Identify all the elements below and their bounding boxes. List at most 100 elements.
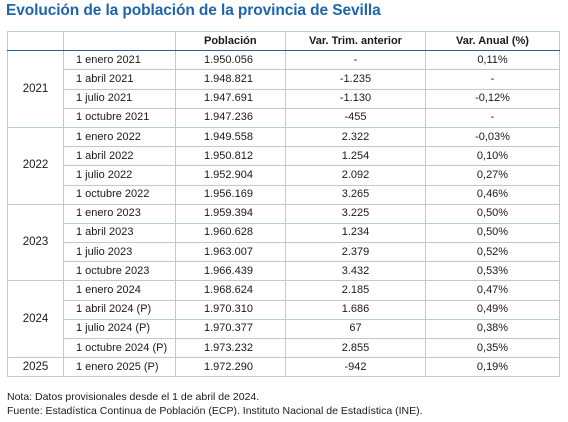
var-trim-cell: 2.855 — [285, 337, 426, 359]
var-trim-cell: 1.234 — [285, 222, 426, 244]
date-cell: 1 julio 2024 (P) — [63, 318, 176, 340]
population-cell: 1.966.439 — [175, 261, 286, 282]
date-cell: 1 octubre 2021 — [63, 107, 176, 128]
date-cell: 1 enero 2021 — [63, 50, 176, 71]
population-table: Población Var. Trim. anterior Var. Anual… — [7, 30, 560, 378]
var-anual-cell: 0,19% — [425, 357, 560, 378]
population-cell: 1.950.056 — [175, 50, 286, 71]
population-cell: 1.959.394 — [175, 203, 286, 224]
var-anual-cell: 0,50% — [425, 203, 560, 224]
date-cell: 1 enero 2024 — [63, 280, 176, 301]
table-row: 2022 1 enero 2022 1.949.558 2.322 -0,03% — [7, 126, 560, 205]
var-anual-cell: 0,47% — [425, 280, 560, 301]
population-cell: 1.956.169 — [175, 184, 286, 205]
var-trim-cell: - — [285, 50, 426, 71]
notes: Nota: Datos provisionales desde el 1 de … — [7, 390, 423, 418]
header-row: Población Var. Trim. anterior Var. Anual… — [7, 30, 560, 52]
population-cell: 1.949.558 — [175, 126, 286, 148]
var-trim-cell: 3.265 — [285, 184, 426, 205]
header-var-trim: Var. Trim. anterior — [285, 30, 426, 52]
year-cell: 2025 — [7, 357, 64, 378]
population-cell: 1.970.377 — [175, 318, 286, 340]
var-trim-cell: -942 — [285, 357, 426, 378]
var-trim-cell: -1.235 — [285, 69, 426, 90]
var-anual-cell: 0,10% — [425, 146, 560, 167]
table-row: 1 abril 2021 1.948.821 -1.235- — [8, 69, 560, 90]
var-anual-cell: 0,52% — [425, 242, 560, 263]
var-anual-cell: 0,50% — [425, 222, 560, 244]
var-anual-cell: 0,49% — [425, 299, 560, 320]
table-row: 1 julio 2023 1.963.007 2.379 0,52% — [8, 242, 560, 263]
table-row: 1 octubre 2024 (P) 1.973.232 2.855 0,35% — [8, 337, 560, 359]
table-body: 2021 1 enero 2021 1.950.056-0,11% 1 abril 2… — [7, 50, 560, 378]
population-cell: 1.968.624 — [175, 280, 286, 301]
var-anual-cell: 0,38% — [425, 318, 560, 340]
year-cell: 2022 — [7, 126, 64, 205]
var-anual-cell: 0,27% — [425, 165, 560, 186]
table-row: 2023 1 enero 2023 1.959.394 3.225 0,50% — [7, 203, 560, 282]
population-cell: 1.947.691 — [175, 88, 286, 109]
var-trim-cell: 1.686 — [285, 299, 426, 320]
table-row: 1 octubre 2022 1.956.169 3.265 0,46% — [8, 184, 560, 205]
var-trim-cell: -1.130 — [285, 88, 426, 109]
table-row: 1 octubre 2023 1.966.439 3.432 0,53% — [8, 261, 560, 282]
year-cell: 2023 — [7, 203, 64, 282]
header-poblacion: Población — [175, 30, 286, 52]
date-cell: 1 enero 2025 (P) — [63, 357, 176, 378]
var-trim-cell: -455 — [285, 107, 426, 128]
date-cell: 1 julio 2022 — [63, 165, 176, 186]
var-trim-cell: 1.254 — [285, 146, 426, 167]
var-anual-cell: 0,46% — [425, 184, 560, 205]
var-trim-cell: 2.322 — [285, 126, 426, 148]
date-cell: 1 enero 2022 — [63, 126, 176, 148]
header-var-anual: Var. Anual (%) — [425, 30, 560, 52]
table-row: 1 abril 2024 (P) 1.970.310 1.686 0,49% — [8, 299, 560, 320]
population-cell: 1.963.007 — [175, 242, 286, 263]
var-trim-cell: 2.379 — [285, 242, 426, 263]
year-cell: 2021 — [7, 50, 64, 128]
date-cell: 1 octubre 2022 — [63, 184, 176, 205]
var-anual-cell: 0,11% — [425, 50, 560, 71]
var-anual-cell: 0,53% — [425, 261, 560, 282]
population-cell: 1.948.821 — [175, 69, 286, 90]
note-source: Fuente: Estadística Continua de Població… — [7, 405, 423, 417]
var-anual-cell: - — [425, 69, 560, 90]
var-trim-cell: 3.432 — [285, 261, 426, 282]
table-row: 1 julio 2022 1.952.904 2.092 0,27% — [8, 165, 560, 186]
page-title: Evolución de la población de la provinci… — [6, 2, 381, 19]
date-cell: 1 abril 2021 — [63, 69, 176, 90]
var-trim-cell: 2.092 — [285, 165, 426, 186]
header-date — [63, 30, 176, 52]
date-cell: 1 julio 2023 — [63, 242, 176, 263]
table-row: 1 abril 2023 1.960.628 1.234 0,50% — [8, 222, 560, 244]
table-row: 1 julio 2021 1.947.691 -1.130 -0,12% — [8, 88, 560, 109]
date-cell: 1 abril 2024 (P) — [63, 299, 176, 320]
year-cell: 2024 — [7, 280, 64, 359]
population-cell: 1.973.232 — [175, 337, 286, 359]
date-cell: 1 julio 2021 — [63, 88, 176, 109]
population-cell: 1.947.236 — [175, 107, 286, 128]
var-anual-cell: -0,12% — [425, 88, 560, 109]
var-trim-cell: 67 — [285, 318, 426, 340]
population-cell: 1.970.310 — [175, 299, 286, 320]
var-anual-cell: -0,03% — [425, 126, 560, 148]
population-cell: 1.950.812 — [175, 146, 286, 167]
date-cell: 1 enero 2023 — [63, 203, 176, 224]
date-cell: 1 abril 2022 — [63, 146, 176, 167]
table-row: 2024 1 enero 2024 1.968.624 2.185 0,47% — [7, 280, 560, 359]
population-cell: 1.960.628 — [175, 222, 286, 244]
population-cell: 1.952.904 — [175, 165, 286, 186]
table-row: 2025 1 enero 2025 (P) 1.972.290 -942 0,19% — [7, 357, 560, 378]
table-row: 1 julio 2024 (P) 1.970.377 67 0,38% — [8, 318, 560, 340]
table-row: 1 octubre 2021 1.947.236 -455- — [8, 107, 560, 128]
date-cell: 1 octubre 2023 — [63, 261, 176, 282]
population-cell: 1.972.290 — [175, 357, 286, 378]
header-year — [7, 30, 64, 52]
table-row: 1 abril 2022 1.950.812 1.254 0,10% — [8, 146, 560, 167]
date-cell: 1 abril 2023 — [63, 222, 176, 244]
var-anual-cell: - — [425, 107, 560, 128]
date-cell: 1 octubre 2024 (P) — [63, 337, 176, 359]
var-trim-cell: 2.185 — [285, 280, 426, 301]
var-trim-cell: 3.225 — [285, 203, 426, 224]
note-provisional: Nota: Datos provisionales desde el 1 de … — [7, 391, 260, 403]
